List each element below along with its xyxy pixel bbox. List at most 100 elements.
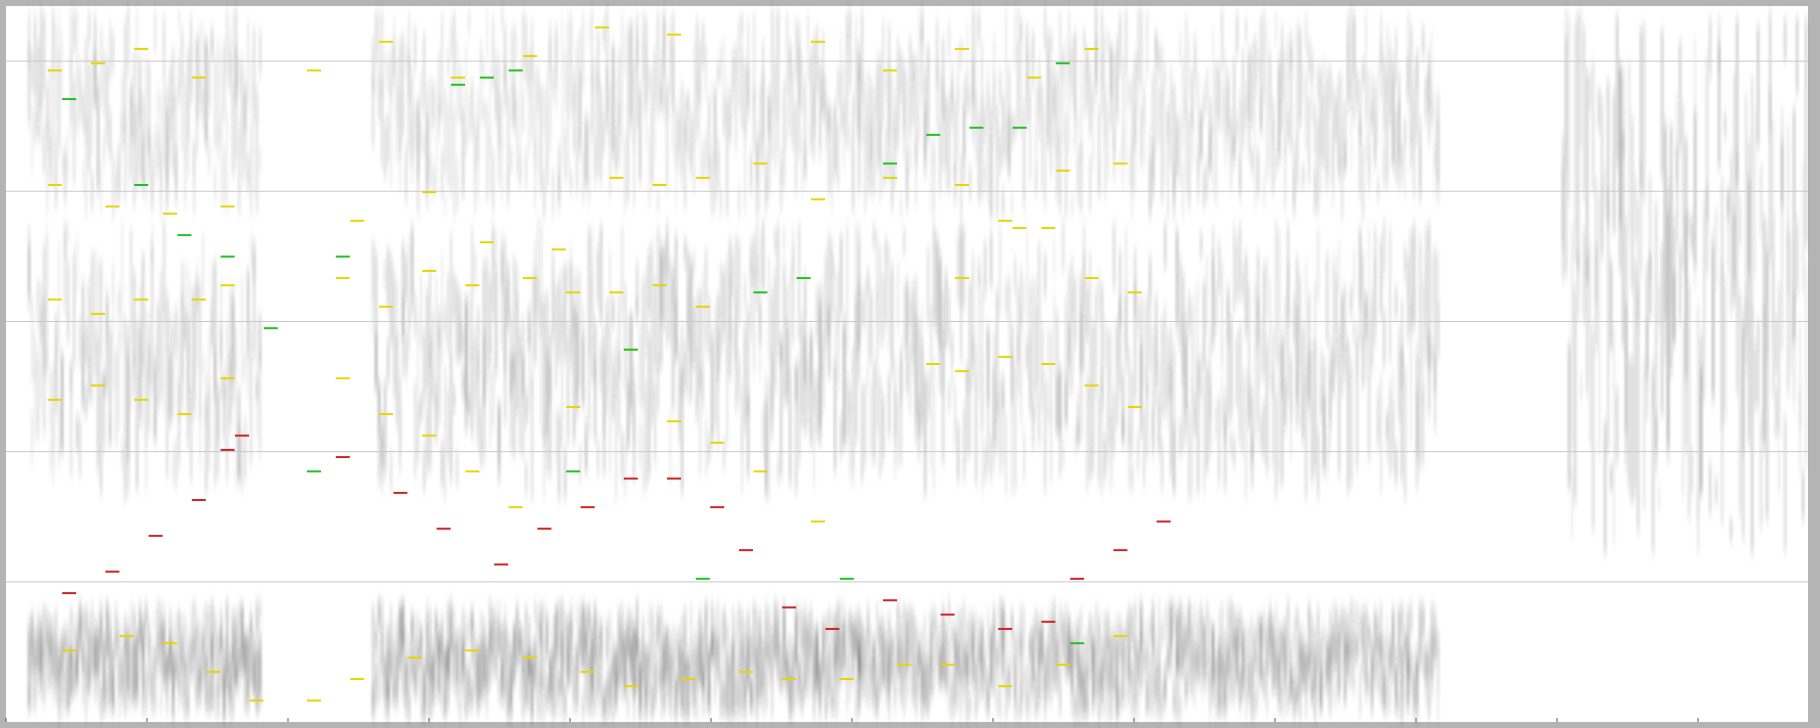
energy-streak [1044, 666, 1047, 719]
energy-streak [1014, 363, 1017, 491]
energy-streak [1332, 349, 1335, 398]
energy-streak [474, 248, 477, 289]
energy-streak [453, 387, 456, 411]
energy-streak [1152, 407, 1155, 457]
energy-streak [1041, 624, 1044, 696]
energy-streak [1757, 320, 1760, 408]
energy-streak [966, 369, 969, 458]
energy-streak [480, 613, 483, 634]
energy-streak [495, 651, 498, 678]
energy-streak [999, 683, 1002, 719]
energy-streak [525, 461, 528, 494]
energy-streak [1023, 278, 1026, 314]
energy-streak [705, 248, 708, 349]
energy-streak [55, 133, 58, 208]
energy-streak [1655, 413, 1658, 471]
energy-streak [1571, 467, 1574, 539]
energy-streak [744, 273, 747, 312]
energy-streak [1257, 623, 1260, 672]
energy-streak [468, 618, 471, 641]
energy-streak [1697, 304, 1700, 554]
energy-streak [609, 654, 612, 702]
energy-streak [1005, 664, 1008, 694]
energy-streak [1248, 657, 1251, 703]
energy-streak [1188, 652, 1191, 690]
energy-streak [1317, 229, 1320, 301]
energy-streak [1071, 295, 1074, 394]
energy-streak [1344, 142, 1347, 170]
energy-streak [834, 362, 837, 472]
energy-streak [573, 70, 576, 109]
energy-streak [1008, 69, 1011, 170]
energy-streak [1574, 287, 1577, 503]
energy-streak [1029, 678, 1032, 719]
energy-streak [471, 228, 474, 358]
energy-streak [64, 223, 67, 259]
energy-streak [912, 53, 915, 125]
energy-streak [624, 440, 627, 495]
energy-streak [1622, 69, 1625, 156]
energy-streak [630, 313, 633, 422]
energy-streak [1266, 75, 1269, 179]
energy-streak [1140, 106, 1143, 166]
energy-streak [834, 265, 837, 383]
energy-streak [795, 650, 798, 699]
energy-streak [996, 688, 999, 713]
energy-streak [1149, 666, 1152, 713]
energy-streak [91, 254, 94, 357]
energy-streak [408, 239, 411, 330]
energy-streak [1200, 611, 1203, 664]
energy-streak [381, 601, 384, 670]
energy-streak [127, 6, 130, 74]
energy-streak [795, 605, 798, 668]
energy-streak [1416, 387, 1419, 489]
energy-streak [723, 94, 726, 135]
energy-streak [247, 632, 250, 695]
energy-streak [259, 31, 262, 75]
energy-streak [846, 12, 849, 46]
energy-streak [64, 632, 67, 654]
energy-streak [1161, 44, 1164, 97]
energy-streak [1005, 678, 1008, 720]
energy-streak [1350, 7, 1353, 107]
energy-streak [157, 303, 160, 380]
energy-streak [663, 17, 666, 76]
energy-streak [927, 376, 930, 416]
energy-streak [969, 281, 972, 388]
energy-streak [1074, 29, 1077, 117]
energy-streak [513, 85, 516, 124]
energy-streak [1781, 108, 1784, 351]
energy-streak [1119, 298, 1122, 397]
energy-streak [175, 89, 178, 187]
energy-streak [1206, 605, 1209, 673]
energy-streak [1128, 645, 1131, 706]
energy-streak [229, 289, 232, 382]
energy-streak [936, 58, 939, 132]
energy-streak [1583, 229, 1586, 322]
energy-streak [1233, 58, 1236, 156]
energy-streak [570, 15, 573, 112]
energy-streak [858, 639, 861, 677]
energy-streak [1104, 663, 1107, 719]
energy-streak [576, 130, 579, 193]
energy-streak [879, 621, 882, 651]
energy-streak [1610, 466, 1613, 490]
energy-streak [717, 601, 720, 654]
energy-streak [690, 644, 693, 702]
energy-streak [226, 357, 229, 480]
energy-streak [543, 635, 546, 695]
energy-streak [1086, 285, 1089, 340]
energy-streak [666, 234, 669, 279]
energy-streak [160, 271, 163, 299]
energy-streak [867, 269, 870, 292]
energy-streak [876, 234, 879, 323]
energy-streak [1119, 150, 1122, 175]
energy-streak [1026, 223, 1029, 329]
energy-streak [1233, 225, 1236, 312]
energy-streak [960, 666, 963, 722]
energy-streak [954, 382, 957, 429]
energy-streak [1416, 659, 1419, 707]
energy-streak [996, 290, 999, 418]
energy-streak [1224, 392, 1227, 441]
energy-streak [1086, 48, 1089, 111]
